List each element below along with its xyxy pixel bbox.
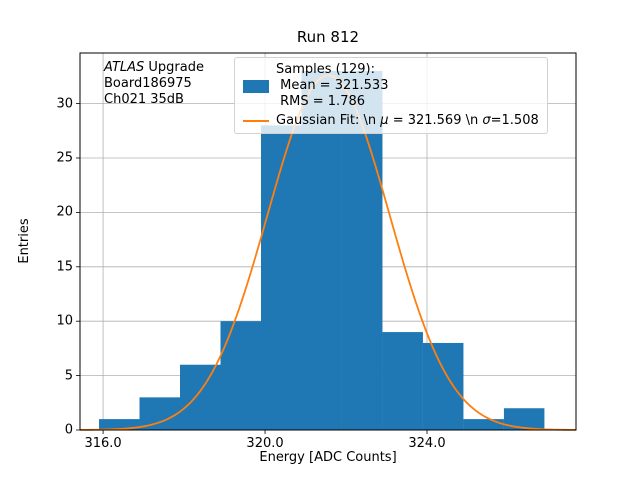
histogram-bar: [463, 419, 504, 430]
legend: Samples (129): Mean = 321.533 RMS = 1.78…: [234, 57, 548, 134]
annotation-line-3: Ch021 35dB: [104, 92, 184, 107]
y-tick-label: 10: [56, 313, 73, 329]
histogram-bar: [260, 125, 302, 430]
x-tick-label: 320.0: [246, 436, 284, 451]
annotation-text: ATLAS Upgrade Board186975 Ch021 35dB: [104, 60, 204, 108]
legend-samples-line-3: RMS = 1.786: [276, 94, 366, 109]
annotation-line-1: ATLAS Upgrade: [104, 60, 204, 75]
y-tick-label: 0: [64, 422, 73, 438]
chart-title: Run 812: [296, 28, 360, 46]
legend-line-gaussian: [243, 120, 269, 122]
histogram-bar: [180, 364, 221, 430]
histogram-bar: [382, 332, 423, 430]
y-tick-label: 30: [56, 96, 73, 112]
histogram-bar: [422, 342, 464, 430]
histogram-bar: [503, 408, 545, 430]
legend-samples-line-2: Mean = 321.533: [276, 78, 389, 93]
x-tick-label: 324.0: [408, 436, 446, 451]
legend-label-gaussian: Gaussian Fit: \n μ = 321.569 \n σ=1.508: [276, 113, 539, 129]
legend-entry-samples: Samples (129): Mean = 321.533 RMS = 1.78…: [243, 62, 539, 110]
legend-samples-line-1: Samples (129):: [276, 62, 375, 77]
y-tick-label: 15: [56, 259, 73, 275]
legend-swatch-samples: [243, 79, 269, 93]
y-tick-label: 5: [64, 368, 73, 384]
annotation-line-2: Board186975: [104, 76, 192, 91]
x-tick-label: 316.0: [84, 436, 122, 451]
y-axis-label: Entries: [17, 218, 32, 264]
histogram-bar: [99, 419, 140, 430]
x-axis-label: Energy [ADC Counts]: [259, 450, 397, 465]
histogram-bar: [139, 397, 181, 430]
legend-label-samples: Samples (129): Mean = 321.533 RMS = 1.78…: [276, 62, 388, 110]
y-tick-label: 20: [56, 204, 73, 220]
axes-frame: [79, 52, 577, 431]
y-tick-label: 25: [56, 150, 73, 166]
legend-gaussian-line: Gaussian Fit: \n μ = 321.569 \n σ=1.508: [276, 113, 539, 128]
histogram-bar: [220, 321, 261, 430]
legend-entry-gaussian: Gaussian Fit: \n μ = 321.569 \n σ=1.508: [243, 113, 539, 129]
